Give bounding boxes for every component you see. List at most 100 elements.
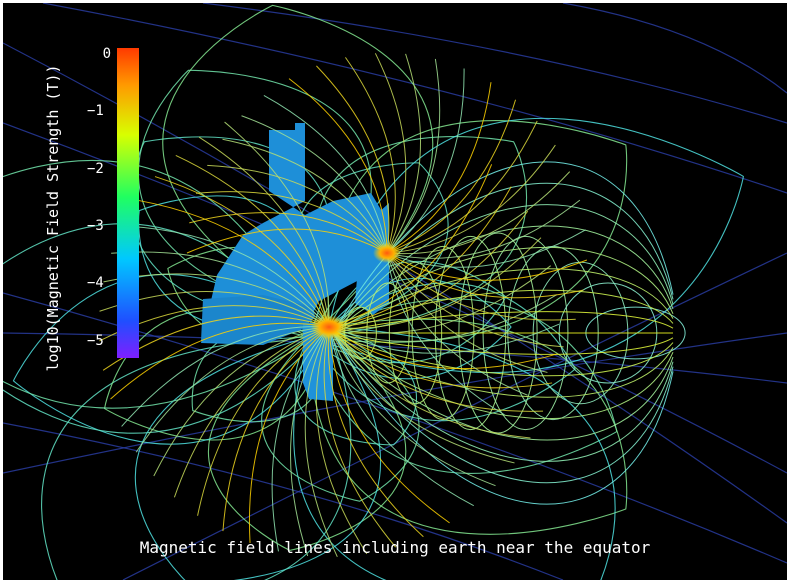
pole-field-line	[197, 326, 330, 516]
cage-meridian	[332, 332, 674, 462]
pole-field-line	[328, 323, 560, 354]
field-loop	[294, 326, 418, 446]
cage-meridian	[332, 225, 674, 334]
colorbar-tick: −1	[87, 103, 104, 120]
field-loop	[293, 326, 616, 580]
pole-field-line	[241, 115, 388, 254]
colorbar-tick: 0	[102, 45, 111, 62]
pole-field-line	[328, 326, 531, 439]
pole-field-line	[386, 252, 505, 416]
pole-field-line	[198, 136, 330, 328]
cage-ring	[411, 245, 475, 421]
cage-meridian	[332, 332, 674, 505]
field-loop	[134, 326, 381, 580]
pole-field-line	[111, 251, 330, 328]
pole-field-line	[121, 326, 330, 427]
cage-ring	[585, 306, 686, 360]
field-line-scene	[3, 3, 787, 580]
pole-field-line	[110, 322, 330, 400]
pole-field-line	[271, 326, 330, 552]
pole-field-line	[189, 212, 388, 254]
cage-ring	[532, 261, 629, 405]
pole-field-line	[327, 326, 424, 538]
pole-field-line	[386, 252, 564, 348]
cage-meridian	[332, 332, 674, 377]
pole-field-line	[386, 99, 517, 254]
pole-field-line	[386, 229, 586, 268]
background-field-line	[562, 3, 787, 94]
pole-field-line	[196, 191, 388, 254]
pole-field-line	[315, 326, 368, 555]
colorbar-tick: −4	[87, 275, 104, 292]
pole-field-line	[386, 82, 492, 254]
cage-meridian	[332, 311, 674, 334]
field-loop	[41, 326, 352, 580]
pole-field-line	[290, 326, 330, 557]
field-loop	[137, 69, 372, 338]
magnet-object	[201, 123, 389, 401]
pole-field-line	[328, 326, 450, 524]
colorbar-tick: −5	[87, 332, 104, 349]
cage-meridian	[332, 332, 674, 484]
pole-field-line	[328, 326, 553, 389]
field-loop	[308, 136, 528, 338]
cage-meridian	[332, 289, 674, 334]
pole-field-line	[386, 53, 422, 254]
pole-field-line	[175, 155, 330, 328]
field-loop	[129, 136, 333, 338]
pole-field-line	[328, 326, 558, 370]
pole-field-line	[186, 228, 388, 254]
pole-field-line	[328, 210, 529, 328]
pole-field-line	[328, 326, 544, 412]
pole-field-line	[328, 186, 512, 328]
background-field-line	[42, 3, 787, 194]
cage-meridian	[332, 332, 674, 355]
pole-field-line	[222, 138, 388, 254]
pole-field-line	[224, 121, 330, 328]
colorbar-tick: −3	[87, 217, 104, 234]
pole-field-line	[386, 68, 465, 254]
field-loop	[261, 326, 420, 502]
field-loop	[162, 4, 434, 338]
cage-meridian	[332, 332, 674, 441]
pole-field-line	[173, 326, 330, 498]
pole-field-line	[328, 326, 515, 464]
cage-meridian	[332, 268, 674, 334]
pole-field-line	[222, 326, 330, 532]
field-loop	[308, 117, 745, 374]
pole-field-line	[135, 326, 330, 453]
pole-field-line	[137, 199, 330, 328]
pole-field-line	[328, 326, 496, 487]
pole-field-line	[374, 53, 407, 254]
pole-field-line	[288, 78, 388, 254]
pole-field-line	[328, 237, 542, 329]
field-loop	[207, 326, 407, 551]
colorbar-label: log10(Magnetic Field Strength (T))	[44, 64, 62, 372]
pole-field-line	[386, 252, 528, 396]
cage-ring	[434, 235, 507, 431]
colorbar-tick: −2	[87, 160, 104, 177]
colorbar-gradient	[117, 48, 139, 358]
field-loop	[308, 120, 628, 343]
pole-field-fans	[99, 53, 588, 558]
pole-field-line	[386, 144, 556, 254]
north-pole-hotspot	[311, 315, 347, 339]
figure-caption: Magnetic field lines including earth nea…	[139, 538, 651, 557]
cage-meridian	[332, 332, 674, 420]
cage-ring	[344, 306, 377, 360]
pole-field-line	[153, 326, 330, 477]
pole-field-line	[386, 199, 581, 259]
cage-meridian	[332, 182, 674, 334]
pole-field-line	[154, 176, 330, 328]
pole-field-line	[386, 120, 538, 254]
pole-field-line	[304, 326, 338, 558]
background-field-line	[3, 332, 787, 474]
pole-field-line	[386, 252, 576, 321]
pole-field-line	[316, 65, 390, 254]
background-field-line	[202, 3, 787, 124]
pole-field-line	[386, 252, 548, 373]
pole-field-line	[328, 265, 551, 334]
pole-field-line	[207, 164, 388, 254]
pole-field-line	[345, 57, 396, 254]
ellipsoid-field-cage	[332, 161, 686, 505]
